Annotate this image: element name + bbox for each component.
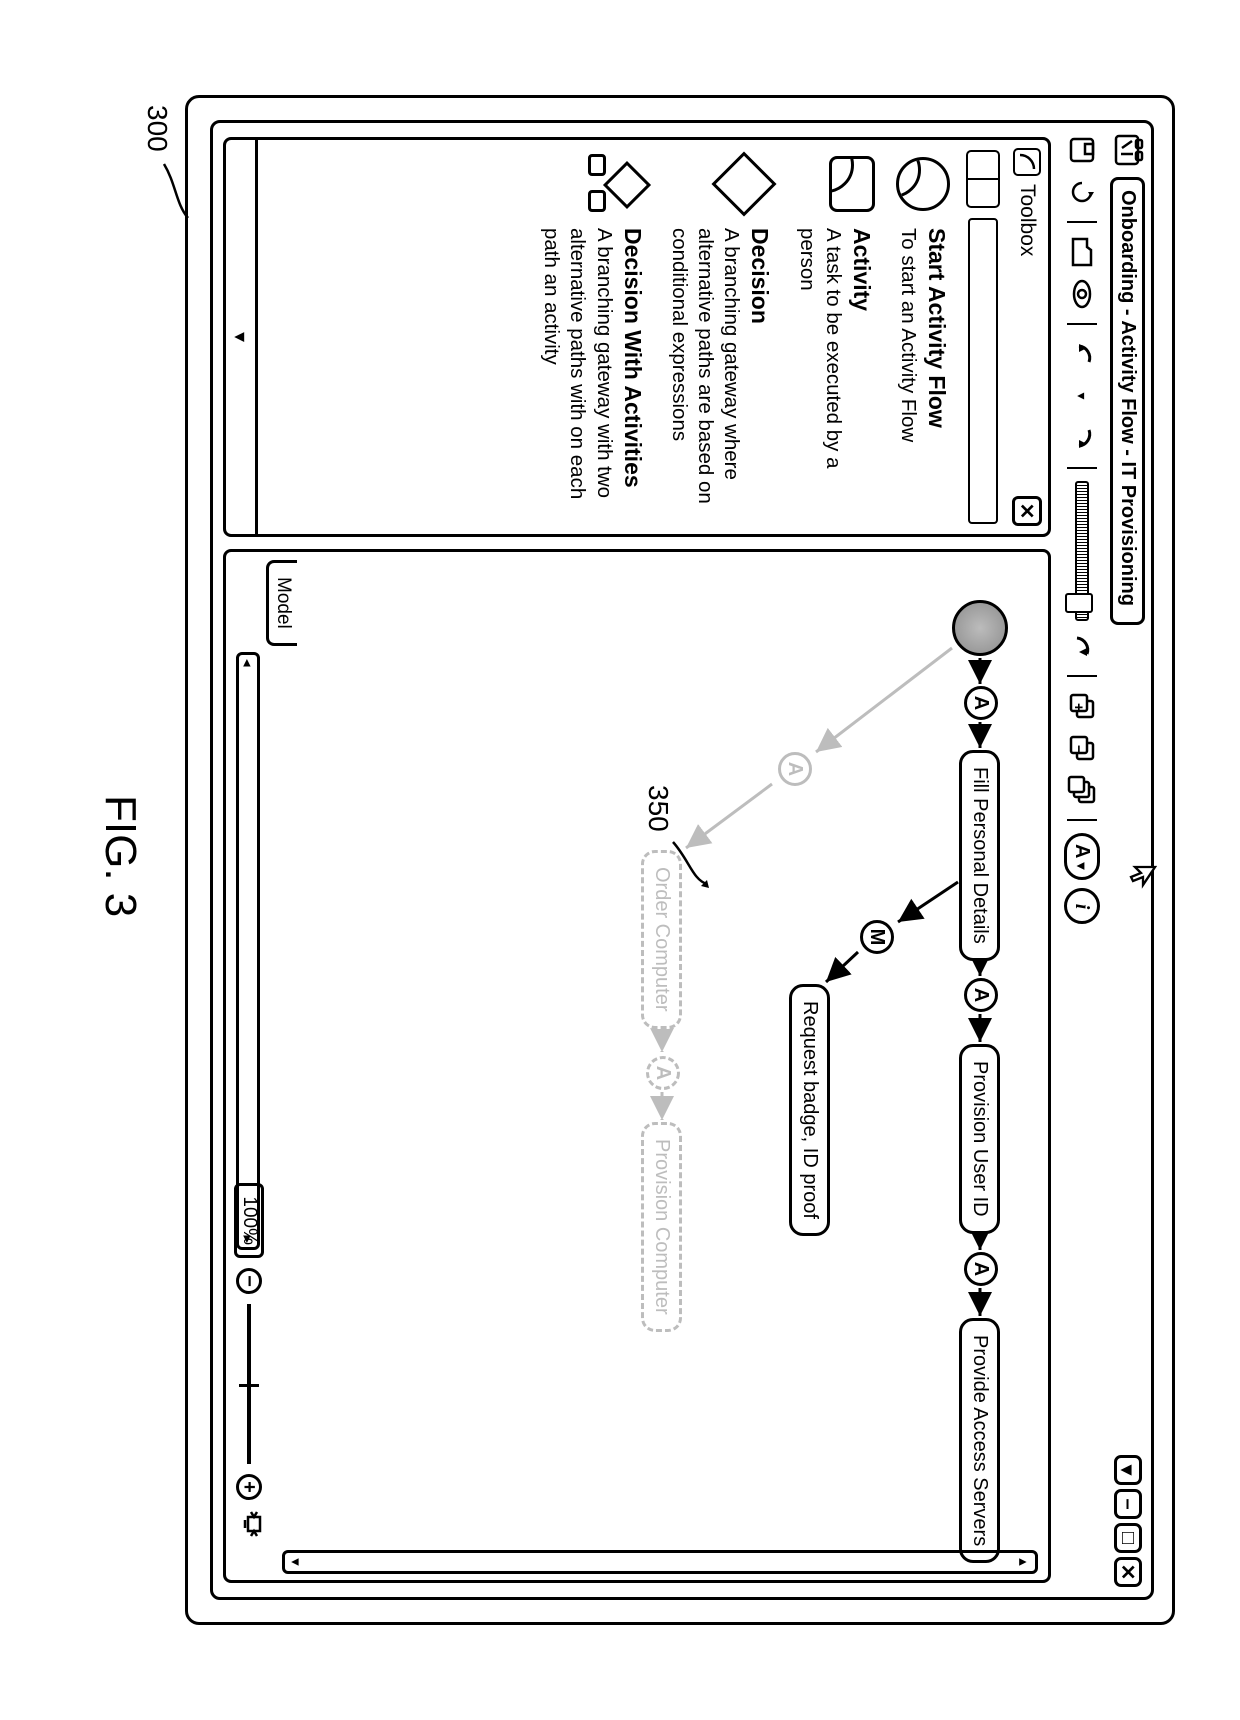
decision-glyph-icon [712, 151, 777, 216]
toolbox-item-activity[interactable]: ActivityA task to be executed by a perso… [793, 154, 874, 520]
stack-icon[interactable] [1065, 773, 1099, 807]
window-close-button[interactable]: ✕ [1114, 1557, 1142, 1587]
window-title-tab: Onboarding - Activity Flow - IT Provisio… [1111, 177, 1146, 625]
refresh-icon[interactable] [1065, 175, 1099, 209]
node-provision-computer[interactable]: Provision Computer [641, 1122, 682, 1332]
annotation-button[interactable]: A ▾ [1064, 833, 1100, 880]
svg-text:+: + [1070, 703, 1087, 712]
ref-canvas-annotation: 350 [642, 785, 679, 890]
window-dropdown-button[interactable]: ▾ [1114, 1455, 1142, 1485]
connector-m[interactable]: M [860, 920, 894, 954]
connector-a[interactable]: A [964, 686, 998, 720]
diagram-canvas[interactable]: A Fill Personal Details A Provision User… [223, 549, 1051, 1583]
undo-icon[interactable] [1065, 337, 1099, 371]
toolbox-item-title: Activity [848, 228, 875, 520]
zoom-in-button[interactable]: + [236, 1474, 262, 1500]
toolbar: ▾ + − A ▾ i [1059, 123, 1105, 1597]
svg-text:−: − [1070, 745, 1087, 754]
zoom-slider-toolbar[interactable] [1075, 481, 1089, 621]
window-maximize-button[interactable]: □ [1114, 1523, 1142, 1553]
redo-icon[interactable] [1065, 421, 1099, 455]
toolbox-close-button[interactable]: ✕ [1012, 496, 1042, 526]
toolbox-item-decision[interactable]: DecisionA branching gateway where altern… [666, 154, 774, 520]
figure-label: FIG. 3 [95, 795, 145, 917]
node-provision-user[interactable]: Provision User ID [959, 1044, 1000, 1234]
toolbox-title: Toolbox [1015, 184, 1039, 256]
vertical-scrollbar[interactable]: ▴ ▾ [282, 1550, 1038, 1574]
decision-activities-glyph-icon [586, 154, 646, 214]
toolbox-options [956, 140, 1006, 534]
cursor-icon [1129, 863, 1157, 891]
toolbox-item-title: Start Activity Flow [923, 228, 950, 442]
edges-layer [226, 552, 1048, 1580]
toolbox-item-desc: To start an Activity Flow [897, 228, 920, 442]
annotation-button-label: A [1071, 844, 1094, 858]
folder-icon[interactable] [1065, 235, 1099, 269]
zoom-slider[interactable] [247, 1304, 251, 1464]
redo2-icon[interactable] [1065, 629, 1099, 663]
app-window: Onboarding - Activity Flow - IT Provisio… [210, 120, 1154, 1600]
toolbox-footer[interactable]: ▾ [226, 140, 258, 534]
chevron-down-icon: ▾ [228, 332, 253, 342]
zoom-controls: 100% − + [234, 1183, 264, 1538]
ref-main-annotation: 300 [141, 105, 173, 224]
outer-frame: Onboarding - Activity Flow - IT Provisio… [185, 95, 1175, 1625]
app-icon [1111, 133, 1145, 167]
connector-a[interactable]: A [964, 1252, 998, 1286]
window-controls: ▾ – □ ✕ [1114, 1455, 1142, 1587]
start-node[interactable] [952, 600, 1008, 656]
diagram: A Fill Personal Details A Provision User… [226, 552, 1048, 1580]
toolbox-search-input[interactable] [968, 218, 998, 524]
start-glyph-icon [896, 157, 950, 211]
node-provide-access[interactable]: Provide Access Servers [959, 1318, 1000, 1563]
toolbox-item-desc: A branching gateway with two alternative… [540, 228, 615, 499]
node-request-badge[interactable]: Request badge, ID proof [789, 984, 830, 1236]
window-title: Onboarding - Activity Flow - IT Provisio… [1117, 190, 1140, 606]
toolbox-item-desc: A task to be executed by a person [796, 228, 845, 468]
chevron-down-icon: ▾ [1074, 862, 1091, 869]
connector-a[interactable]: A [964, 978, 998, 1012]
zoom-out-button[interactable]: − [236, 1268, 262, 1294]
stack-minus-icon[interactable]: − [1065, 731, 1099, 765]
window-minimize-button[interactable]: – [1114, 1489, 1142, 1519]
node-fill-personal[interactable]: Fill Personal Details [959, 750, 1000, 961]
toolbox-item-desc: A branching gateway where alternative pa… [668, 228, 743, 504]
toolbox-item-title: Decision With Activities [619, 228, 646, 520]
figure: Onboarding - Activity Flow - IT Provisio… [55, 65, 1185, 1655]
connector-a-ghost[interactable]: A [646, 1056, 680, 1090]
eye-icon[interactable] [1065, 277, 1099, 311]
stack-plus-icon[interactable]: + [1065, 689, 1099, 723]
horizontal-scrollbar[interactable]: ◂ ▸ [236, 652, 260, 1250]
titlebar: Onboarding - Activity Flow - IT Provisio… [1105, 123, 1151, 1597]
scroll-left-icon[interactable]: ◂ [237, 655, 259, 671]
info-button[interactable]: i [1064, 888, 1100, 924]
toolbox-tab-icon[interactable] [1013, 148, 1041, 176]
model-tab[interactable]: Model [266, 560, 297, 646]
save-icon[interactable] [1065, 133, 1099, 167]
scroll-up-icon[interactable]: ▴ [1013, 1554, 1035, 1570]
toolbox-item-title: Decision [746, 228, 773, 520]
zoom-percent[interactable]: 100% [234, 1183, 264, 1258]
toolbox-item-start[interactable]: Start Activity FlowTo start an Activity … [895, 154, 950, 520]
scroll-down-icon[interactable]: ▾ [285, 1554, 307, 1570]
toolbox-items: Start Activity FlowTo start an Activity … [528, 140, 956, 534]
view-toggle[interactable] [966, 150, 1000, 208]
toolbox-header: Toolbox ✕ [1006, 140, 1048, 534]
workspace: Toolbox ✕ Start Activity FlowTo start an… [213, 123, 1059, 1597]
connector-a-ghost[interactable]: A [778, 752, 812, 786]
activity-glyph-icon [829, 156, 875, 212]
fit-icon[interactable] [235, 1510, 263, 1538]
undo-caret-icon[interactable]: ▾ [1065, 379, 1099, 413]
toolbox-item-decision-activities[interactable]: Decision With ActivitiesA branching gate… [538, 154, 646, 520]
toolbox-panel: Toolbox ✕ Start Activity FlowTo start an… [223, 137, 1051, 537]
